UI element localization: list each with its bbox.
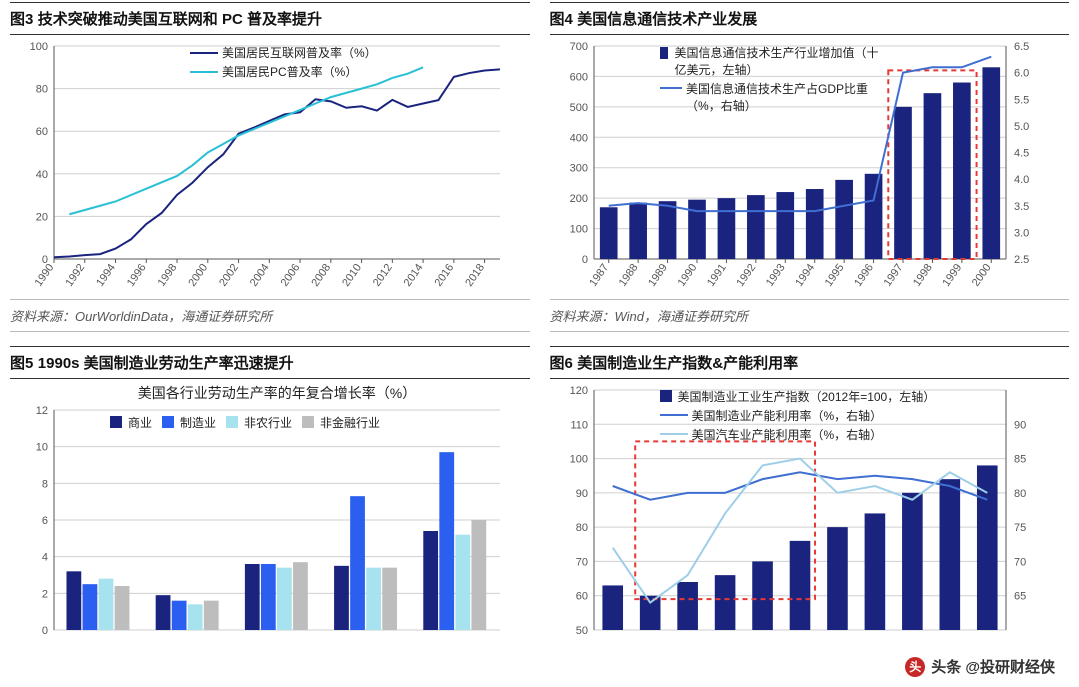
watermark: 头 头条 @投研财经侠 — [897, 654, 1063, 679]
svg-text:1995: 1995 — [822, 262, 846, 289]
watermark-logo-icon: 头 — [905, 657, 925, 677]
svg-text:1990: 1990 — [33, 262, 57, 289]
svg-text:1999: 1999 — [940, 262, 964, 289]
svg-text:100: 100 — [569, 224, 587, 236]
svg-text:0: 0 — [581, 254, 587, 266]
fig3-title-bar: 图3 技术突破推动美国互联网和 PC 普及率提升 — [10, 2, 530, 35]
svg-text:90: 90 — [1014, 419, 1026, 431]
svg-text:4: 4 — [42, 551, 48, 563]
svg-text:500: 500 — [569, 102, 587, 114]
svg-text:70: 70 — [1014, 556, 1026, 568]
svg-text:2014: 2014 — [402, 262, 426, 289]
svg-text:2012: 2012 — [371, 262, 395, 289]
svg-text:400: 400 — [569, 132, 587, 144]
svg-text:6.0: 6.0 — [1014, 68, 1029, 80]
svg-text:6.5: 6.5 — [1014, 41, 1029, 53]
svg-text:10: 10 — [36, 441, 48, 453]
svg-text:5.5: 5.5 — [1014, 94, 1029, 106]
fig6-chart: 5060708090100110120657075808590美国制造业工业生产… — [550, 384, 1070, 634]
svg-text:2002: 2002 — [217, 262, 241, 289]
svg-text:110: 110 — [570, 419, 588, 431]
svg-text:65: 65 — [1014, 590, 1026, 602]
fig5-chart: 美国各行业劳动生产率的年复合增长率（%）024681012商业制造业非农行业非金… — [10, 384, 530, 634]
svg-text:40: 40 — [36, 169, 48, 181]
svg-text:6: 6 — [42, 515, 48, 527]
svg-text:3.5: 3.5 — [1014, 201, 1029, 213]
svg-text:美国各行业劳动生产率的年复合增长率（%）: 美国各行业劳动生产率的年复合增长率（%） — [138, 385, 416, 401]
svg-text:1993: 1993 — [763, 262, 787, 289]
svg-text:600: 600 — [569, 71, 587, 83]
fig4-title: 美国信息通信技术产业发展 — [577, 11, 757, 28]
panel-fig6: 图6 美国制造业生产指数&产能利用率 50 60 70 80 90 100 110 120 65… — [540, 344, 1079, 687]
svg-text:4.5: 4.5 — [1014, 148, 1029, 160]
svg-text:1998: 1998 — [911, 262, 935, 289]
fig3-title: 技术突破推动美国互联网和 PC 普及率提升 — [38, 11, 322, 28]
svg-text:1992: 1992 — [734, 262, 758, 289]
svg-text:80: 80 — [575, 522, 587, 534]
svg-text:120: 120 — [569, 385, 587, 397]
svg-text:1994: 1994 — [793, 262, 817, 289]
svg-text:200: 200 — [569, 193, 587, 205]
fig5-title: 1990s 美国制造业劳动生产率迅速提升 — [38, 355, 294, 372]
svg-text:2018: 2018 — [463, 262, 487, 289]
svg-text:100: 100 — [569, 453, 587, 465]
fig4-chart: 0 100 200 300 400 500 600 700 2.5 3.0 3.5 4.0 4.5 5.0… — [550, 40, 1070, 295]
svg-text:1996: 1996 — [125, 262, 149, 289]
panel-fig4: 图4 美国信息通信技术产业发展 0 100 200 300 400 500 600 700 2.… — [540, 0, 1079, 344]
svg-text:2008: 2008 — [309, 262, 333, 289]
svg-text:100: 100 — [30, 41, 48, 53]
fig3-chart: 0204060801001990199219941996199820002002… — [10, 40, 530, 295]
fig4-source: 资料来源：Wind，海通证券研究所 — [550, 299, 1070, 332]
fig4-title-bar: 图4 美国信息通信技术产业发展 — [550, 2, 1070, 35]
svg-text:2000: 2000 — [969, 262, 993, 289]
svg-text:1991: 1991 — [705, 262, 729, 289]
svg-text:2006: 2006 — [279, 262, 303, 289]
svg-text:300: 300 — [569, 163, 587, 175]
panel-fig5: 图5 1990s 美国制造业劳动生产率迅速提升 美国各行业劳动生产率的年复合增长… — [0, 344, 540, 687]
svg-text:60: 60 — [36, 126, 48, 138]
fig3-number: 图3 — [10, 11, 33, 28]
svg-text:60: 60 — [575, 590, 587, 602]
svg-text:90: 90 — [575, 487, 587, 499]
fig4-number: 图4 — [550, 11, 573, 28]
fig5-title-bar: 图5 1990s 美国制造业劳动生产率迅速提升 — [10, 346, 530, 379]
svg-text:1997: 1997 — [881, 262, 905, 289]
svg-text:80: 80 — [36, 84, 48, 96]
svg-text:1987: 1987 — [587, 262, 611, 289]
fig6-title-bar: 图6 美国制造业生产指数&产能利用率 — [550, 346, 1070, 379]
watermark-text: 头条 @投研财经侠 — [931, 656, 1055, 677]
svg-text:8: 8 — [42, 478, 48, 490]
svg-text:1996: 1996 — [852, 262, 876, 289]
svg-text:75: 75 — [1014, 522, 1026, 534]
svg-text:2: 2 — [42, 588, 48, 600]
fig6-title: 美国制造业生产指数&产能利用率 — [577, 355, 798, 372]
fig6-number: 图6 — [550, 355, 573, 372]
svg-text:1990: 1990 — [675, 262, 699, 289]
svg-text:70: 70 — [575, 556, 587, 568]
svg-text:1988: 1988 — [616, 262, 640, 289]
svg-text:1989: 1989 — [646, 262, 670, 289]
svg-text:20: 20 — [36, 211, 48, 223]
fig3-source: 资料来源：OurWorldinData，海通证券研究所 — [10, 299, 530, 332]
svg-text:1994: 1994 — [94, 262, 118, 289]
svg-text:1998: 1998 — [156, 262, 180, 289]
panel-fig3: 图3 技术突破推动美国互联网和 PC 普及率提升 020406080100199… — [0, 0, 540, 344]
svg-text:80: 80 — [1014, 487, 1026, 499]
fig5-number: 图5 — [10, 355, 33, 372]
svg-text:3.0: 3.0 — [1014, 227, 1029, 239]
svg-text:1992: 1992 — [63, 262, 87, 289]
svg-text:2.5: 2.5 — [1014, 254, 1029, 266]
svg-text:85: 85 — [1014, 453, 1026, 465]
svg-text:2016: 2016 — [432, 262, 456, 289]
svg-text:50: 50 — [575, 625, 587, 634]
svg-text:700: 700 — [569, 41, 587, 53]
svg-text:2010: 2010 — [340, 262, 364, 289]
svg-text:4.0: 4.0 — [1014, 174, 1029, 186]
svg-text:12: 12 — [36, 405, 48, 417]
svg-text:0: 0 — [42, 625, 48, 634]
svg-text:2004: 2004 — [248, 262, 272, 289]
svg-text:2000: 2000 — [186, 262, 210, 289]
svg-text:5.0: 5.0 — [1014, 121, 1029, 133]
